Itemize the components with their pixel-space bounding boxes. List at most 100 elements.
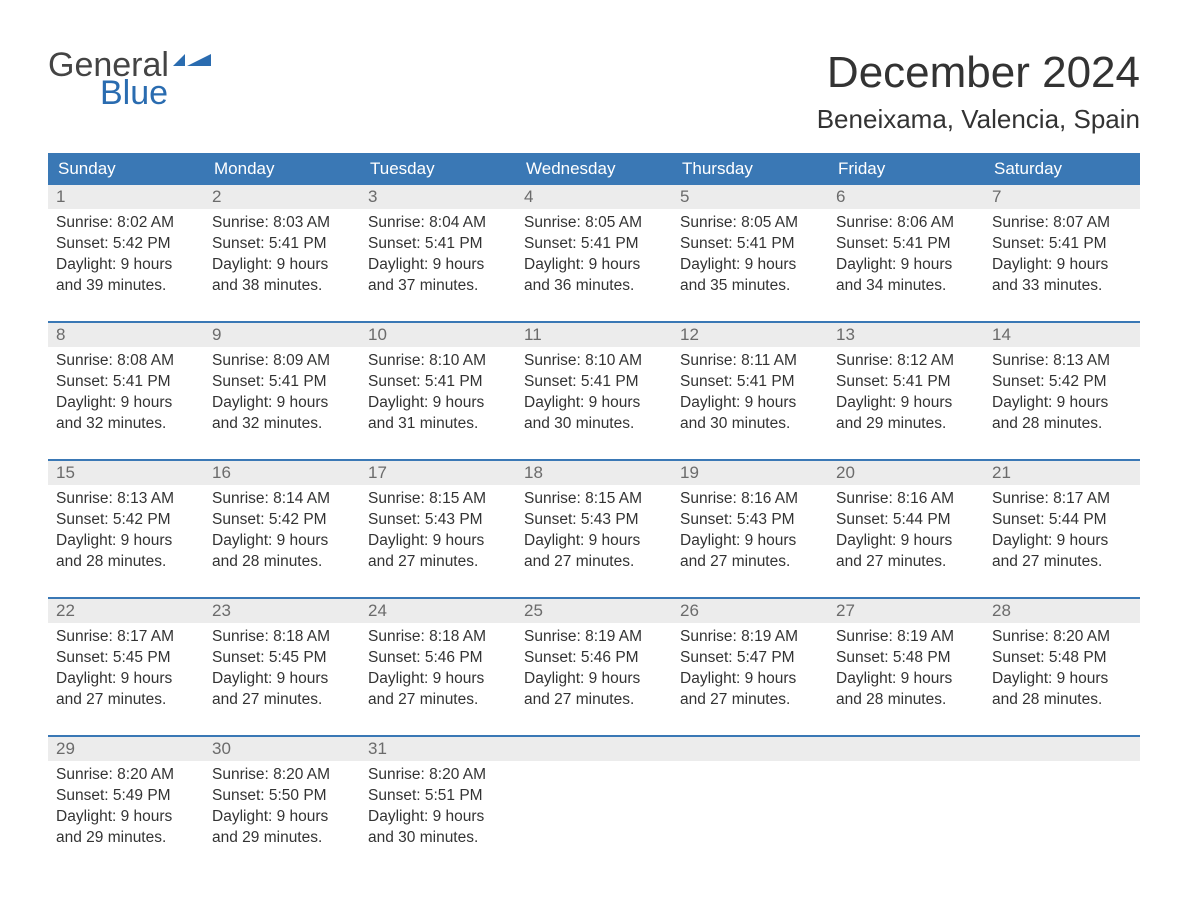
- day-number: 29: [48, 737, 204, 761]
- day-number: 22: [48, 599, 204, 623]
- sunset-line: Sunset: 5:45 PM: [56, 648, 196, 669]
- week: 15161718192021Sunrise: 8:13 AMSunset: 5:…: [48, 459, 1140, 587]
- day-cell: Sunrise: 8:08 AMSunset: 5:41 PMDaylight:…: [48, 347, 204, 449]
- daylight-line: Daylight: 9 hours and 29 minutes.: [56, 807, 196, 849]
- day-number: 21: [984, 461, 1140, 485]
- day-number: 25: [516, 599, 672, 623]
- sunset-line: Sunset: 5:41 PM: [992, 234, 1132, 255]
- daylight-line: Daylight: 9 hours and 35 minutes.: [680, 255, 820, 297]
- sunset-line: Sunset: 5:44 PM: [992, 510, 1132, 531]
- day-number: 19: [672, 461, 828, 485]
- sunrise-line: Sunrise: 8:02 AM: [56, 213, 196, 234]
- sunrise-line: Sunrise: 8:10 AM: [524, 351, 664, 372]
- sunrise-line: Sunrise: 8:12 AM: [836, 351, 976, 372]
- month-title: December 2024: [817, 48, 1140, 98]
- day-number: 14: [984, 323, 1140, 347]
- sunset-line: Sunset: 5:51 PM: [368, 786, 508, 807]
- day-number: [984, 737, 1140, 761]
- sunrise-line: Sunrise: 8:18 AM: [368, 627, 508, 648]
- sunset-line: Sunset: 5:49 PM: [56, 786, 196, 807]
- daylight-line: Daylight: 9 hours and 28 minutes.: [212, 531, 352, 573]
- day-cell: Sunrise: 8:10 AMSunset: 5:41 PMDaylight:…: [516, 347, 672, 449]
- daylight-line: Daylight: 9 hours and 30 minutes.: [680, 393, 820, 435]
- daynum-row: 1234567: [48, 185, 1140, 209]
- week-content-row: Sunrise: 8:02 AMSunset: 5:42 PMDaylight:…: [48, 209, 1140, 311]
- day-cell: Sunrise: 8:06 AMSunset: 5:41 PMDaylight:…: [828, 209, 984, 311]
- daylight-line: Daylight: 9 hours and 27 minutes.: [56, 669, 196, 711]
- daylight-line: Daylight: 9 hours and 29 minutes.: [836, 393, 976, 435]
- daylight-line: Daylight: 9 hours and 27 minutes.: [368, 531, 508, 573]
- sunset-line: Sunset: 5:50 PM: [212, 786, 352, 807]
- week: 22232425262728Sunrise: 8:17 AMSunset: 5:…: [48, 597, 1140, 725]
- sunrise-line: Sunrise: 8:17 AM: [56, 627, 196, 648]
- weekday-header: Sunday: [48, 153, 204, 185]
- day-cell: Sunrise: 8:18 AMSunset: 5:45 PMDaylight:…: [204, 623, 360, 725]
- weekday-header: Wednesday: [516, 153, 672, 185]
- day-cell: Sunrise: 8:05 AMSunset: 5:41 PMDaylight:…: [516, 209, 672, 311]
- daylight-line: Daylight: 9 hours and 27 minutes.: [836, 531, 976, 573]
- day-cell: Sunrise: 8:07 AMSunset: 5:41 PMDaylight:…: [984, 209, 1140, 311]
- daynum-row: 15161718192021: [48, 461, 1140, 485]
- day-number: [828, 737, 984, 761]
- day-number: 9: [204, 323, 360, 347]
- day-number: 30: [204, 737, 360, 761]
- sunrise-line: Sunrise: 8:16 AM: [836, 489, 976, 510]
- day-cell: Sunrise: 8:20 AMSunset: 5:50 PMDaylight:…: [204, 761, 360, 863]
- day-cell: Sunrise: 8:09 AMSunset: 5:41 PMDaylight:…: [204, 347, 360, 449]
- day-number: 11: [516, 323, 672, 347]
- weekday-header: Tuesday: [360, 153, 516, 185]
- sunset-line: Sunset: 5:41 PM: [524, 372, 664, 393]
- sunset-line: Sunset: 5:41 PM: [680, 234, 820, 255]
- day-number: 18: [516, 461, 672, 485]
- day-number: 24: [360, 599, 516, 623]
- day-number: 5: [672, 185, 828, 209]
- day-number: 1: [48, 185, 204, 209]
- week: 891011121314Sunrise: 8:08 AMSunset: 5:41…: [48, 321, 1140, 449]
- weekday-header: Saturday: [984, 153, 1140, 185]
- daylight-line: Daylight: 9 hours and 28 minutes.: [56, 531, 196, 573]
- weekday-header-row: SundayMondayTuesdayWednesdayThursdayFrid…: [48, 153, 1140, 185]
- week: 293031Sunrise: 8:20 AMSunset: 5:49 PMDay…: [48, 735, 1140, 863]
- calendar-body: 1234567Sunrise: 8:02 AMSunset: 5:42 PMDa…: [48, 185, 1140, 863]
- day-number: 26: [672, 599, 828, 623]
- daylight-line: Daylight: 9 hours and 27 minutes.: [524, 531, 664, 573]
- sunrise-line: Sunrise: 8:06 AM: [836, 213, 976, 234]
- sunrise-line: Sunrise: 8:15 AM: [368, 489, 508, 510]
- sunrise-line: Sunrise: 8:13 AM: [992, 351, 1132, 372]
- sunset-line: Sunset: 5:41 PM: [680, 372, 820, 393]
- sunrise-line: Sunrise: 8:20 AM: [992, 627, 1132, 648]
- sunrise-line: Sunrise: 8:11 AM: [680, 351, 820, 372]
- sunrise-line: Sunrise: 8:13 AM: [56, 489, 196, 510]
- day-cell: Sunrise: 8:10 AMSunset: 5:41 PMDaylight:…: [360, 347, 516, 449]
- week-content-row: Sunrise: 8:13 AMSunset: 5:42 PMDaylight:…: [48, 485, 1140, 587]
- daylight-line: Daylight: 9 hours and 32 minutes.: [212, 393, 352, 435]
- daylight-line: Daylight: 9 hours and 27 minutes.: [992, 531, 1132, 573]
- sunset-line: Sunset: 5:45 PM: [212, 648, 352, 669]
- sunset-line: Sunset: 5:43 PM: [524, 510, 664, 531]
- day-cell: Sunrise: 8:15 AMSunset: 5:43 PMDaylight:…: [360, 485, 516, 587]
- daylight-line: Daylight: 9 hours and 30 minutes.: [524, 393, 664, 435]
- sunrise-line: Sunrise: 8:07 AM: [992, 213, 1132, 234]
- day-number: 3: [360, 185, 516, 209]
- title-block: December 2024 Beneixama, Valencia, Spain: [817, 48, 1140, 135]
- sunset-line: Sunset: 5:44 PM: [836, 510, 976, 531]
- topbar: General Blue December 2024 Beneixama, Va…: [48, 48, 1140, 135]
- day-cell: [984, 761, 1140, 863]
- sunrise-line: Sunrise: 8:14 AM: [212, 489, 352, 510]
- day-cell: Sunrise: 8:20 AMSunset: 5:49 PMDaylight:…: [48, 761, 204, 863]
- sunrise-line: Sunrise: 8:19 AM: [836, 627, 976, 648]
- day-cell: Sunrise: 8:05 AMSunset: 5:41 PMDaylight:…: [672, 209, 828, 311]
- day-cell: Sunrise: 8:03 AMSunset: 5:41 PMDaylight:…: [204, 209, 360, 311]
- week-content-row: Sunrise: 8:20 AMSunset: 5:49 PMDaylight:…: [48, 761, 1140, 863]
- location: Beneixama, Valencia, Spain: [817, 104, 1140, 135]
- sunrise-line: Sunrise: 8:19 AM: [524, 627, 664, 648]
- weekday-header: Friday: [828, 153, 984, 185]
- day-cell: Sunrise: 8:15 AMSunset: 5:43 PMDaylight:…: [516, 485, 672, 587]
- sunset-line: Sunset: 5:42 PM: [56, 510, 196, 531]
- weekday-header: Thursday: [672, 153, 828, 185]
- week-content-row: Sunrise: 8:08 AMSunset: 5:41 PMDaylight:…: [48, 347, 1140, 449]
- day-number: 20: [828, 461, 984, 485]
- day-number: 15: [48, 461, 204, 485]
- day-cell: Sunrise: 8:17 AMSunset: 5:45 PMDaylight:…: [48, 623, 204, 725]
- sunrise-line: Sunrise: 8:18 AM: [212, 627, 352, 648]
